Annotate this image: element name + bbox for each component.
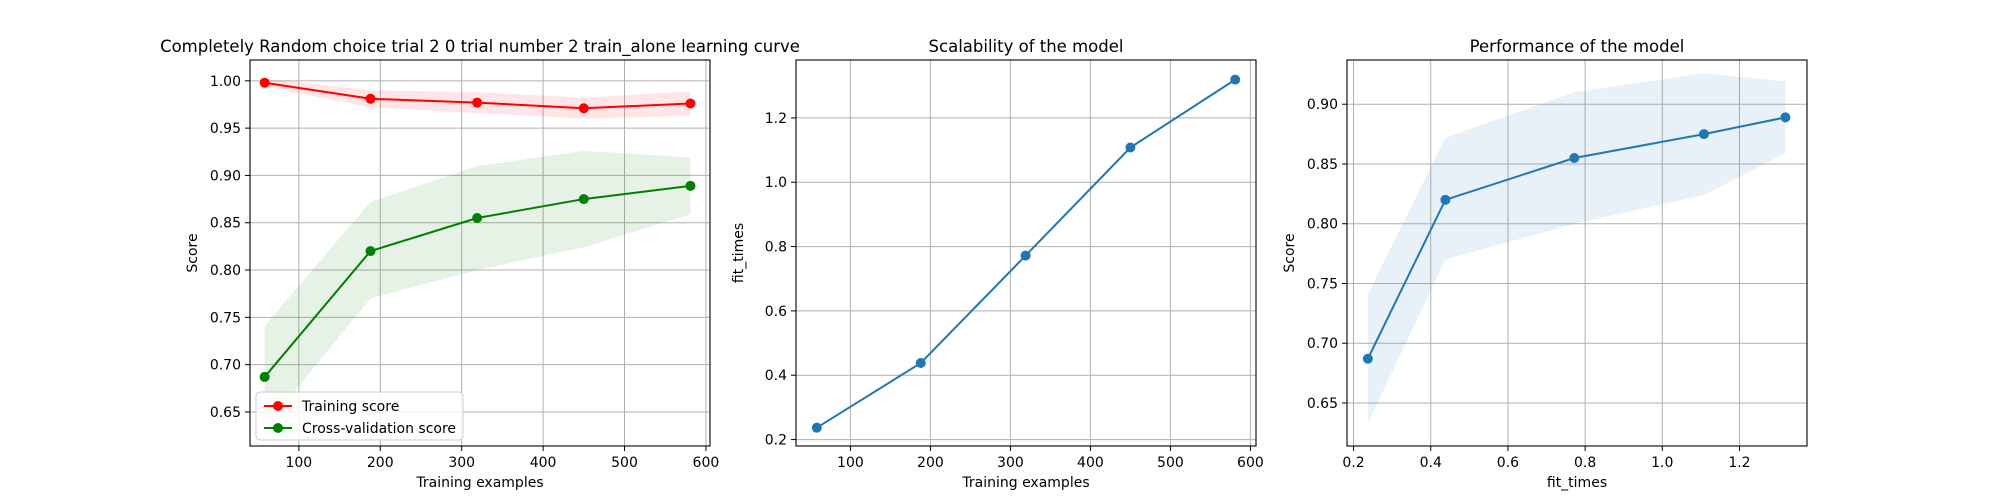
- y-tick-label: 0.80: [1307, 217, 1338, 233]
- grid: [250, 60, 710, 446]
- data-point: [811, 422, 822, 433]
- data-point: [578, 194, 589, 205]
- data-point: [1569, 152, 1580, 163]
- chart-3: 0.2 0.4 0.6 0.8 1.0 1.2 0.65 0.70 0.75 0.80 0.85 0.…: [1282, 37, 1808, 491]
- x-tick-label: 300: [997, 455, 1024, 471]
- data-point: [685, 180, 696, 191]
- x-tick-label: 0.6: [1497, 455, 1519, 471]
- x-tick-label: 200: [367, 455, 394, 471]
- y-tick-label: 1.0: [765, 175, 787, 191]
- x-tick-label: 1.0: [1651, 455, 1673, 471]
- data-point: [1698, 129, 1709, 140]
- x-tick-label: 100: [837, 455, 864, 471]
- y-tick-label: 1.2: [765, 111, 787, 127]
- data-point: [1440, 194, 1451, 205]
- x-tick-label: 600: [693, 455, 720, 471]
- legend-box: [255, 391, 464, 441]
- y-tick-label: 0.75: [210, 310, 241, 326]
- y-tick-label: 0.95: [210, 121, 241, 137]
- y-tick-label: 0.80: [210, 263, 241, 279]
- chart-2: 100 200 300 400 500 600 0.2 0.4 0.6 0.8 1.0 1.2 Scal…: [731, 37, 1264, 491]
- legend-marker: [273, 423, 283, 433]
- x-tick-label: 0.2: [1342, 455, 1364, 471]
- y-tick-label: 1.00: [210, 74, 241, 90]
- confidence-band: [264, 150, 691, 429]
- data-point: [578, 103, 589, 114]
- confidence-band: [1367, 73, 1786, 424]
- data-point: [685, 98, 696, 109]
- legend-label: Cross-validation score: [302, 421, 456, 437]
- y-axis-label: Score: [185, 233, 201, 272]
- x-tick-label: 500: [1157, 455, 1184, 471]
- data-point: [472, 97, 483, 108]
- chart-title: Scalability of the model: [929, 37, 1124, 56]
- y-tick-label: 0.70: [1307, 336, 1338, 352]
- grid: [1347, 60, 1807, 446]
- x-tick-label: 400: [530, 455, 557, 471]
- y-tick-label: 0.85: [210, 216, 241, 232]
- x-axis-label: fit_times: [1547, 475, 1607, 491]
- legend-label: Training score: [301, 399, 399, 415]
- y-tick-label: 0.90: [210, 168, 241, 184]
- x-tick-label: 0.4: [1420, 455, 1442, 471]
- y-tick-label: 0.90: [1307, 97, 1338, 113]
- y-tick-label: 0.65: [1307, 396, 1338, 412]
- x-tick-label: 0.8: [1574, 455, 1596, 471]
- data-point: [1780, 112, 1791, 123]
- legend-marker: [273, 401, 283, 411]
- data-point: [259, 77, 270, 88]
- x-tick-label: 200: [917, 455, 944, 471]
- y-tick-label: 0.2: [765, 433, 787, 449]
- x-tick-label: 100: [285, 455, 312, 471]
- y-axis-label: Score: [1282, 233, 1298, 272]
- x-tick-label: 500: [611, 455, 638, 471]
- legend: Training score Cross-validation score: [255, 391, 464, 441]
- grid: [796, 60, 1256, 446]
- y-tick-label: 0.4: [765, 368, 787, 384]
- y-tick-label: 0.6: [765, 304, 787, 320]
- x-tick-label: 300: [448, 455, 475, 471]
- y-axis-label: fit_times: [731, 223, 747, 283]
- x-axis-label: Training examples: [961, 475, 1089, 491]
- data-point: [1362, 353, 1373, 364]
- chart-title: Completely Random choice trial 2 0 trial…: [160, 37, 800, 57]
- axes-frame: [249, 59, 711, 447]
- axes-frame: [1346, 59, 1808, 447]
- x-tick-label: 400: [1077, 455, 1104, 471]
- data-point: [365, 246, 376, 257]
- data-point: [1020, 250, 1031, 261]
- y-tick-label: 0.75: [1307, 276, 1338, 292]
- data-point: [472, 212, 483, 223]
- x-axis-label: Training examples: [415, 475, 543, 491]
- data-point: [365, 93, 376, 104]
- data-point: [1125, 142, 1136, 153]
- y-tick-label: 0.70: [210, 358, 241, 374]
- chart-title: Performance of the model: [1470, 37, 1685, 56]
- y-tick-label: 0.8: [765, 240, 787, 256]
- y-tick-label: 0.65: [210, 405, 241, 421]
- data-point: [915, 358, 926, 369]
- x-tick-label: 1.2: [1728, 455, 1750, 471]
- axes-frame: [795, 59, 1257, 447]
- x-tick-label: 600: [1237, 455, 1264, 471]
- y-tick-label: 0.85: [1307, 157, 1338, 173]
- chart-1: 100 200 300 400 500 600 0.65 0.70 0.75 0.80 0.85 0.…: [160, 37, 800, 491]
- data-point: [259, 371, 270, 382]
- data-point: [1230, 74, 1241, 85]
